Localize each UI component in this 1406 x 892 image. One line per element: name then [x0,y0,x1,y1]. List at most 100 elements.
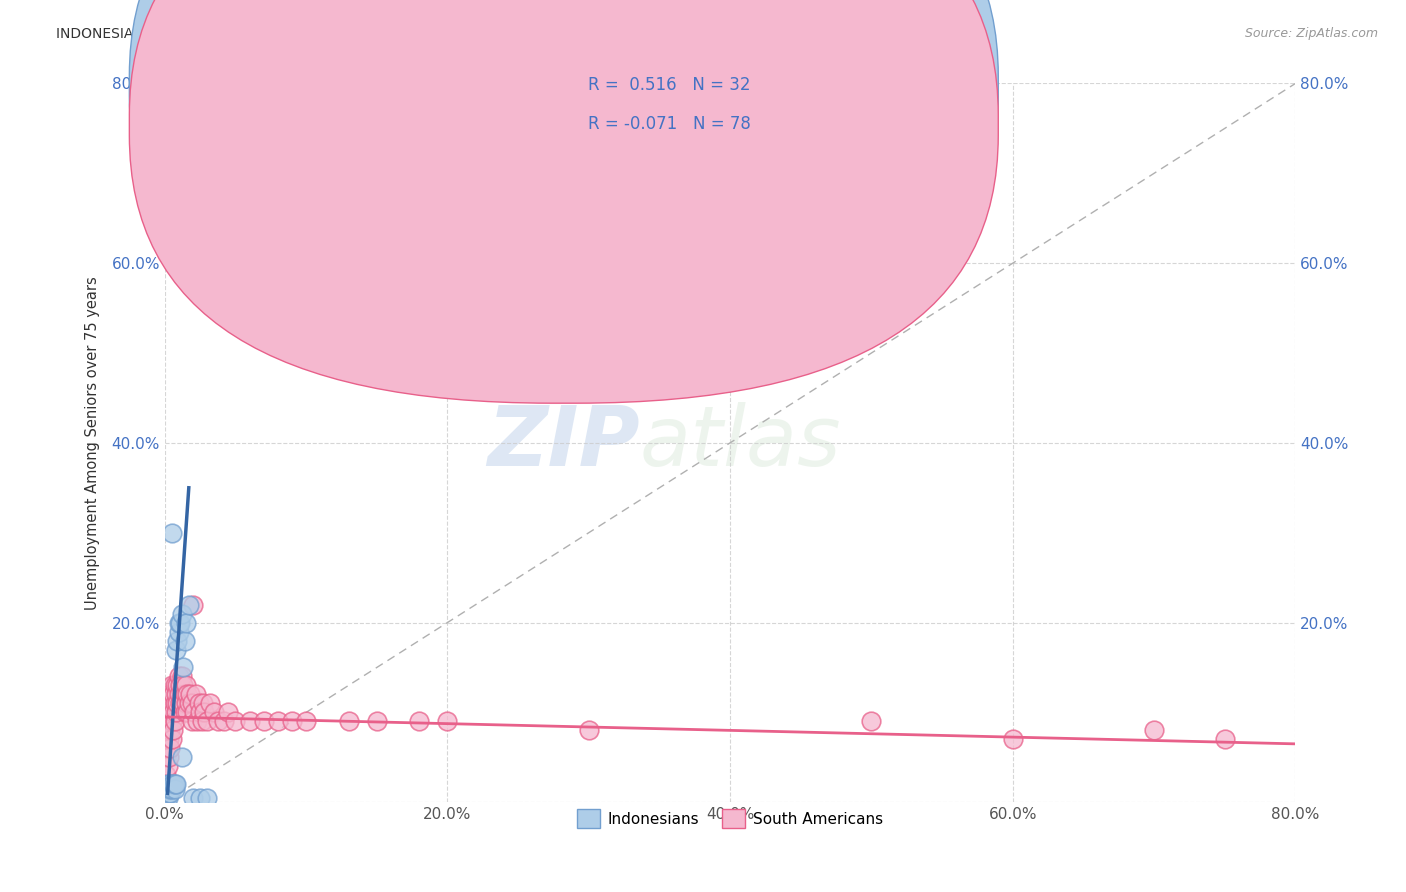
Point [159,781,181,796]
Point [177,697,200,711]
Y-axis label: Unemployment Among Seniors over 75 years: Unemployment Among Seniors over 75 years [86,276,100,610]
Point [172,678,194,692]
Point [170,669,193,683]
Point [181,790,204,805]
Point [172,660,194,674]
Point [176,706,198,720]
Point [295,714,318,729]
Point [179,688,201,702]
Point [159,723,181,738]
Point [408,714,430,729]
Point [187,697,209,711]
Point [159,741,181,756]
Point [172,697,194,711]
Point [167,669,190,683]
Point [155,750,177,764]
Point [155,714,177,729]
Point [174,615,197,630]
Point [162,723,184,738]
Point [160,777,183,791]
Point [198,697,221,711]
Point [173,688,195,702]
Point [163,714,186,729]
Point [156,790,179,805]
Point [155,786,177,800]
Point [860,714,883,729]
Point [366,714,388,729]
Text: atlas: atlas [640,402,841,483]
Point [155,790,177,805]
Point [156,723,179,738]
Point [180,697,202,711]
Point [155,781,177,796]
Point [159,706,181,720]
Point [157,697,180,711]
Point [186,714,208,729]
Point [163,678,186,692]
Point [193,706,215,720]
Point [160,697,183,711]
Point [159,786,181,800]
Point [173,706,195,720]
Point [202,706,225,720]
Point [188,790,211,805]
Point [166,678,188,692]
Point [176,688,198,702]
Point [184,688,207,702]
Point [160,714,183,729]
Point [173,633,195,648]
Point [157,750,180,764]
Point [281,714,304,729]
Point [191,697,214,711]
Point [1143,723,1166,738]
Point [157,786,180,800]
Point [157,781,180,796]
Point [156,706,179,720]
Point [166,633,188,648]
Point [163,697,186,711]
Point [165,642,187,657]
Point [156,741,179,756]
Point [162,777,184,791]
Point [162,706,184,720]
Point [177,598,200,612]
Point [174,678,197,692]
Point [267,714,290,729]
Point [160,732,183,747]
Text: R =  0.516   N = 32: R = 0.516 N = 32 [588,76,751,94]
Text: INDONESIAN VS SOUTH AMERICAN UNEMPLOYMENT AMONG SENIORS OVER 75 YEARS CORRELATIO: INDONESIAN VS SOUTH AMERICAN UNEMPLOYMEN… [56,27,808,41]
Point [239,714,262,729]
Point [195,714,218,729]
Point [170,750,193,764]
Point [436,714,458,729]
Point [212,714,235,729]
Legend: Indonesians, South Americans: Indonesians, South Americans [571,804,889,834]
Point [156,777,179,791]
Text: R = -0.071   N = 78: R = -0.071 N = 78 [588,115,751,133]
Point [169,615,191,630]
Point [163,781,186,796]
Point [155,768,177,782]
Point [160,678,183,692]
Point [253,714,276,729]
Point [190,714,212,729]
Point [224,714,246,729]
Point [157,777,180,791]
Point [337,714,360,729]
Point [217,706,239,720]
Point [188,706,211,720]
Point [157,732,180,747]
Point [169,678,191,692]
Point [181,598,204,612]
Point [160,525,183,540]
Point [195,790,218,805]
Point [167,615,190,630]
Point [167,624,190,639]
Point [163,777,186,791]
Point [166,697,188,711]
Point [155,732,177,747]
Point [167,688,190,702]
Point [1213,732,1236,747]
Text: ZIP: ZIP [486,402,640,483]
Point [1001,732,1024,747]
